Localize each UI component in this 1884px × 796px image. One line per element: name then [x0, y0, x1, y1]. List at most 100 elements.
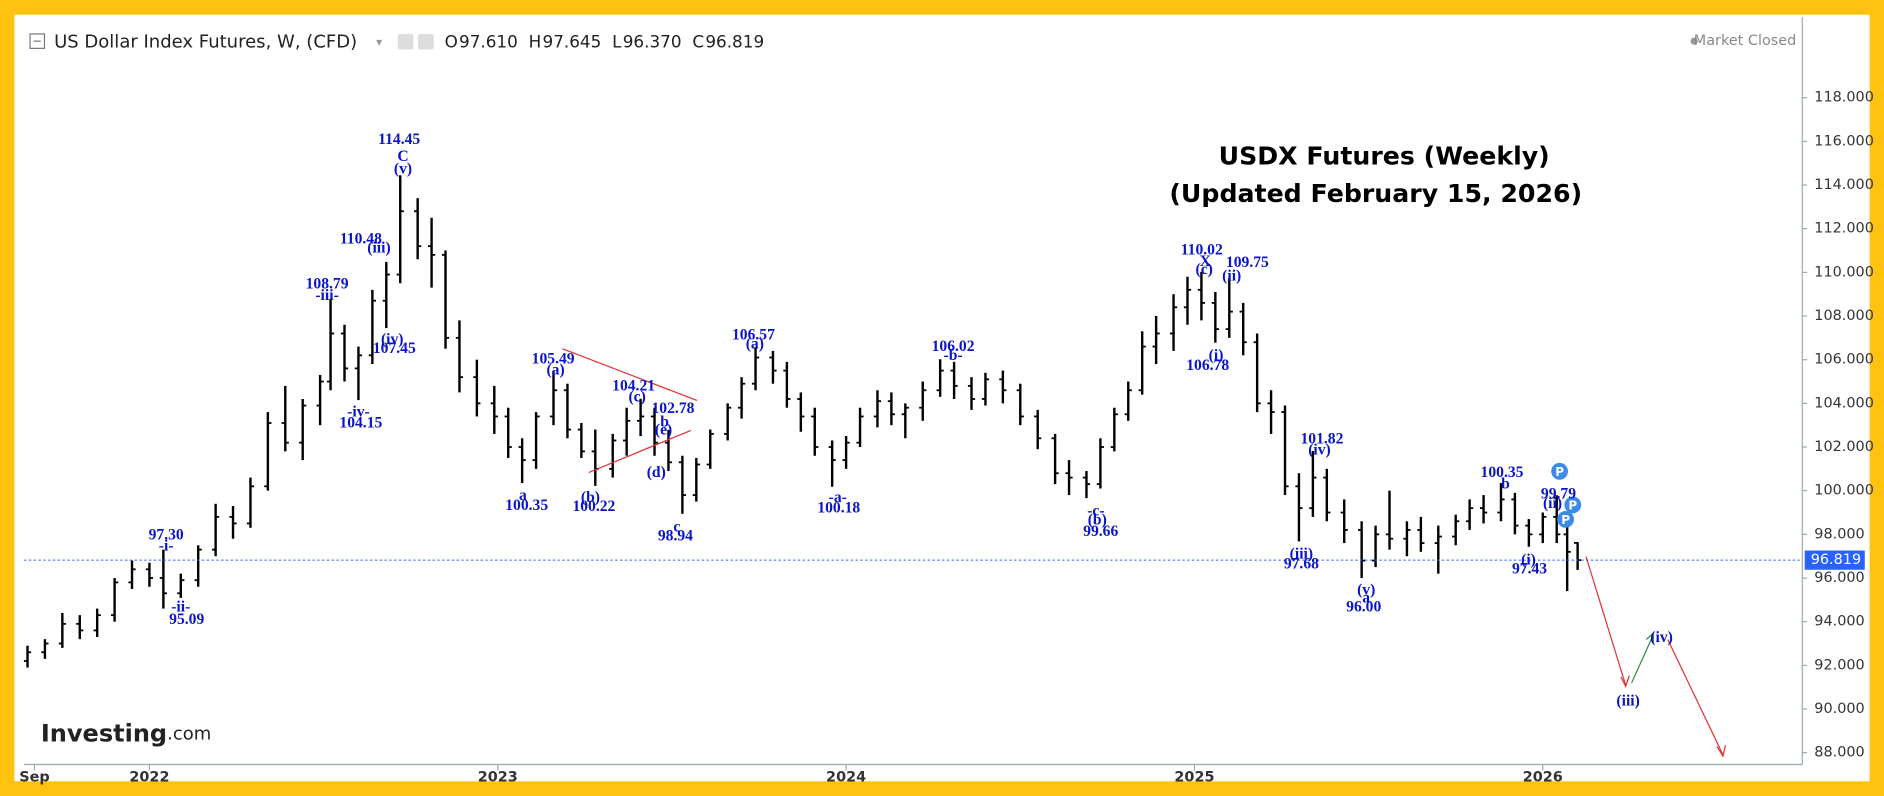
wave-label: (iv)	[1308, 442, 1331, 459]
wave-label: 102.78	[652, 400, 695, 417]
trend-line	[588, 429, 692, 474]
settings-icon[interactable]	[397, 33, 414, 50]
wave-label: (b)	[1088, 512, 1107, 529]
wave-label: 110.02	[1181, 242, 1223, 259]
brand-suffix: .com	[167, 723, 211, 744]
wave-label: (c)	[1196, 261, 1213, 278]
wave-label: 104.15	[339, 415, 382, 432]
y-tick-label: 96.000	[1814, 570, 1864, 586]
ohlc-key: C	[692, 31, 704, 51]
pivot-marker	[1557, 510, 1575, 528]
arrow-head	[1716, 745, 1726, 758]
projection-line	[1585, 556, 1627, 686]
dropdown-caret[interactable]: ▾	[376, 35, 382, 49]
wave-label: 106.02	[932, 338, 975, 355]
wave-label: 101.82	[1300, 430, 1343, 447]
wave-label: 100.35	[1481, 464, 1524, 481]
projection-line	[1667, 639, 1724, 756]
x-tick-label: 2026	[1523, 770, 1563, 786]
wave-label: (d)	[647, 464, 666, 481]
pivot-label: P	[1568, 499, 1577, 513]
settings-icon[interactable]	[418, 33, 434, 50]
wave-label: -b-	[944, 347, 963, 364]
y-tick-label: 116.000	[1814, 133, 1874, 149]
market-status: Market Closed	[1694, 33, 1797, 49]
wave-label: (v)	[1357, 582, 1375, 599]
symbol: US Dollar Index Futures, W, (CFD)	[54, 31, 357, 52]
wave-label: 99.66	[1083, 523, 1118, 540]
wave-label: 104.21	[612, 377, 655, 394]
y-tick-label: 88.000	[1814, 745, 1864, 761]
x-tick-label: 2022	[129, 770, 169, 786]
pivot-marker	[1551, 462, 1568, 480]
wave-label: (i)	[1521, 551, 1536, 568]
wave-label: (c)	[628, 389, 645, 406]
wave-label: (iv)	[381, 331, 404, 348]
x-tick-label: 2025	[1174, 770, 1214, 786]
y-tick-label: 110.000	[1814, 264, 1874, 280]
wave-label: (iii)	[1290, 546, 1313, 563]
x-tick-label: 2023	[478, 770, 518, 786]
wave-label: -iii-	[315, 287, 338, 304]
wave-label: 96.00	[1346, 599, 1381, 616]
wave-label: 99.79	[1541, 486, 1576, 503]
ohlc-value: 96.819	[705, 31, 764, 51]
wave-label: 97.43	[1512, 560, 1547, 577]
pivot-label: P	[1555, 465, 1564, 479]
y-tick-label: 102.000	[1814, 439, 1874, 455]
chart-title: USDX Futures (Weekly)	[1219, 142, 1550, 171]
wave-label: 106.57	[732, 326, 775, 343]
wave-label: b	[660, 413, 669, 430]
pivot-label: P	[1561, 513, 1570, 527]
wave-label: 98.94	[658, 528, 693, 545]
wave-label: -iv-	[347, 403, 370, 420]
wave-label: (v)	[394, 161, 412, 178]
arrow-head	[1620, 675, 1630, 688]
wave-label: X	[1200, 253, 1212, 270]
last-price-label: 96.819	[1811, 552, 1861, 568]
collapse-icon[interactable]	[29, 33, 46, 49]
wave-label: (iii)	[1616, 692, 1639, 709]
wave-label: 105.49	[532, 350, 575, 367]
wave-label: (ii)	[1543, 495, 1562, 512]
wave-label: a	[1362, 590, 1370, 607]
wave-label: -c-	[1087, 503, 1104, 520]
wave-label: (a)	[546, 361, 564, 378]
wave-label: 114.45	[378, 131, 420, 148]
y-tick-label: 104.000	[1814, 395, 1874, 411]
ohlc-value: 97.645	[543, 31, 602, 51]
wave-label: (iv)	[1650, 629, 1673, 646]
wave-label: 97.30	[149, 526, 184, 543]
ohlc-value: 96.370	[623, 31, 682, 51]
status-dot	[1690, 37, 1698, 45]
y-tick-label: 98.000	[1814, 526, 1864, 542]
y-tick-label: 112.000	[1814, 221, 1874, 237]
y-tick-label: 94.000	[1814, 614, 1864, 630]
ohlc-value: 97.610	[459, 31, 518, 51]
ohlc-values: O 97.610 H 97.645 L 96.370 C 96.819	[445, 31, 765, 51]
wave-label: 106.78	[1186, 357, 1229, 374]
wave-label: -i-	[159, 538, 174, 555]
wave-label: 107.45	[373, 340, 416, 357]
wave-label: (i)	[1209, 347, 1224, 364]
ohlc-key: O	[445, 31, 458, 51]
arrow-head	[1645, 632, 1654, 644]
wave-label: 97.68	[1284, 556, 1319, 573]
wave-label: C	[397, 148, 408, 165]
pivot-marker	[1564, 496, 1582, 514]
wave-label: (iii)	[367, 240, 390, 257]
x-tick-label: 2024	[826, 770, 866, 786]
projection-line	[1631, 634, 1654, 684]
panel	[14, 14, 1870, 782]
trend-line	[562, 348, 698, 401]
wave-label: 100.18	[817, 499, 860, 516]
plot	[23, 175, 1803, 668]
brand-name: Investing	[41, 719, 167, 747]
chart-subtitle: (Updated February 15, 2026)	[1169, 179, 1582, 208]
wave-label: -ii-	[171, 599, 190, 616]
wave-label: c	[673, 519, 680, 536]
wave-label: 109.75	[1226, 254, 1269, 271]
y-tick-label: 118.000	[1814, 90, 1874, 106]
